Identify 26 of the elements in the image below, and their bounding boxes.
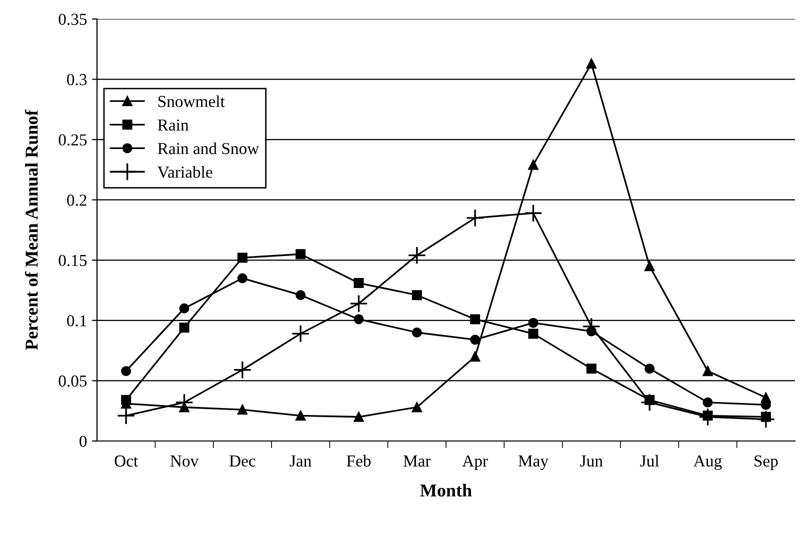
legend-label: Snowmelt (158, 95, 225, 108)
x-tick-label: Sep (754, 455, 778, 470)
x-tick-label: May (518, 455, 548, 470)
legend-label: Variable (158, 166, 212, 178)
y-tick-label: 0.3 (67, 74, 87, 86)
x-tick-label: Oct (114, 455, 138, 467)
x-tick-label: Feb (346, 454, 371, 467)
x-tick-label: Jul (640, 454, 659, 467)
legend-label: Rain and Snow (158, 142, 260, 154)
x-tick-label: Mar (404, 456, 431, 467)
x-axis-title: Month (420, 484, 472, 497)
y-tick-label: 0.1 (67, 315, 86, 326)
y-axis-title: Percent of Mean Annual Runof (24, 110, 38, 350)
x-tick-label: Aug (694, 455, 722, 470)
x-tick-label: Dec (229, 456, 256, 467)
y-tick-label: 0.15 (58, 254, 87, 266)
x-tick-label: Nov (170, 456, 199, 467)
y-tick-label: 0.05 (58, 375, 87, 387)
y-tick-label: 0.2 (67, 194, 86, 206)
x-tick-label: Apr (462, 455, 488, 470)
legend-label: Rain (158, 119, 189, 131)
x-tick-label: Jan (290, 456, 312, 467)
x-tick-label: Jun (580, 456, 603, 467)
y-tick-label: 0 (80, 436, 87, 447)
y-tick-label: 0.35 (58, 14, 87, 26)
y-tick-label: 0.25 (58, 134, 87, 146)
